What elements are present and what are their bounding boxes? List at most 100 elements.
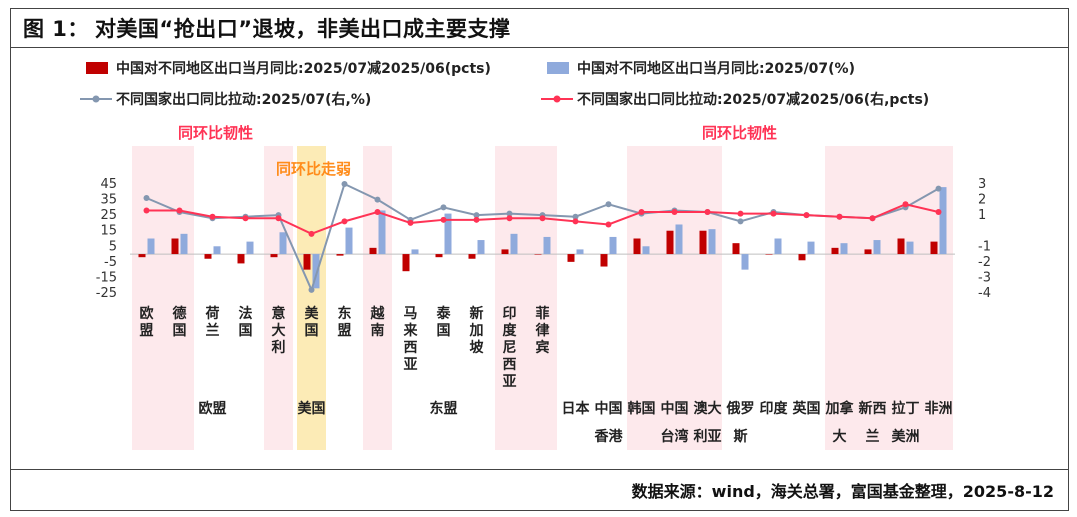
point-contrib-diff-14 [605, 221, 612, 228]
category-label-1-0: 德 [173, 305, 187, 322]
band-resilient-italy [264, 146, 293, 450]
category-label-8-1: 来 [403, 323, 419, 339]
bar-diff-12 [534, 254, 542, 255]
category-label-11-0: 印 [503, 305, 517, 322]
category-label-1-1: 国 [173, 323, 187, 339]
category-label-19-0: 印度 [760, 400, 789, 417]
point-contrib-diff-13 [572, 218, 579, 225]
y-left-tick-5: -5 [104, 255, 117, 270]
legend-marker-3 [553, 95, 561, 103]
bar-diff-2 [204, 254, 212, 259]
lines [143, 181, 942, 293]
category-label-21-1: 大 [833, 428, 847, 445]
category-label-7-0: 越 [370, 305, 386, 322]
y-left-tick-3: 15 [100, 224, 117, 239]
category-label-5-0: 美 [305, 305, 320, 322]
point-contrib-7 [374, 196, 381, 203]
legend-swatch-1 [547, 62, 569, 74]
bar-yoy-3 [246, 241, 254, 255]
point-contrib-diff-0 [143, 207, 150, 214]
point-contrib-diff-6 [341, 218, 348, 225]
bar-yoy-8 [411, 249, 419, 255]
bar-diff-1 [171, 238, 179, 255]
y-right-tick-0: 3 [978, 177, 986, 192]
point-contrib-13 [572, 213, 579, 220]
bar-diff-20 [798, 254, 806, 261]
category-label-15-0: 韩国 [628, 400, 656, 417]
category-label-16-1: 台湾 [661, 428, 689, 445]
bar-diff-8 [402, 254, 410, 272]
legend: 中国对不同地区出口当月同比:2025/07减2025/06(pcts) 中国对不同… [80, 60, 929, 108]
bar-diff-14 [600, 254, 608, 267]
point-contrib-diff-10 [473, 216, 480, 223]
category-label-12-1: 律 [536, 322, 550, 339]
category-label-11-1: 度 [503, 322, 518, 339]
bar-diff-24 [930, 241, 938, 255]
bar-yoy-18 [741, 254, 749, 270]
annotation-resilient-left: 同环比韧性 [178, 124, 253, 142]
bar-yoy-11 [510, 233, 518, 255]
category-label-8-3: 亚 [404, 357, 418, 373]
category-label-0-0: 欧 [140, 305, 154, 322]
category-label-17-1: 利亚 [694, 428, 722, 445]
point-contrib-diff-4 [275, 215, 282, 222]
bar-diff-22 [864, 249, 872, 255]
point-contrib-diff-20 [803, 212, 810, 219]
bar-yoy-5 [312, 254, 320, 289]
category-label-24-0: 非洲 [925, 400, 953, 417]
category-label-6-0: 东 [338, 305, 352, 322]
bar-diff-23 [897, 238, 905, 255]
category-label-7-1: 南 [371, 322, 385, 339]
group-label-2: 东盟 [430, 400, 458, 417]
category-label-2-0: 荷 [205, 305, 220, 322]
legend-label-1: 中国对不同地区出口当月同比:2025/07(%) [577, 60, 855, 77]
point-contrib-10 [473, 212, 480, 219]
category-label-22-0: 新西 [859, 400, 887, 417]
highlight-bands [132, 146, 953, 450]
y-right-tick-1: 2 [978, 193, 986, 208]
legend-marker-2 [92, 95, 100, 103]
category-label-9-0: 泰 [436, 305, 452, 322]
point-contrib-diff-2 [209, 213, 216, 220]
point-contrib-diff-24 [935, 209, 942, 216]
category-label-20-0: 英国 [792, 400, 821, 417]
point-contrib-9 [440, 204, 447, 211]
category-label-2-1: 兰 [206, 322, 220, 339]
point-contrib-diff-11 [506, 215, 513, 222]
group-label-1: 美国 [298, 400, 326, 417]
source-bar: 数据来源：wind，海关总署，富国基金整理，2025-8-12 [11, 469, 1068, 510]
bar-yoy-23 [906, 241, 914, 255]
point-contrib-diff-22 [869, 215, 876, 222]
bar-diff-0 [138, 254, 146, 258]
bar-yoy-9 [444, 213, 452, 255]
bar-yoy-21 [840, 243, 848, 255]
category-label-4-2: 利 [272, 339, 286, 356]
y-left-tick-0: 45 [100, 177, 117, 192]
bar-diff-7 [369, 247, 377, 255]
category-label-18-0: 俄罗 [726, 400, 755, 417]
legend-label-0: 中国对不同地区出口当月同比:2025/07减2025/06(pcts) [116, 60, 491, 77]
bar-yoy-16 [675, 224, 683, 255]
point-contrib-diff-15 [638, 209, 645, 216]
band-resilient-korea-australia [627, 146, 722, 450]
bar-yoy-20 [807, 241, 815, 255]
category-label-0-1: 盟 [140, 323, 154, 339]
bar-diff-16 [666, 230, 674, 255]
y-left-tick-4: 5 [109, 239, 117, 254]
category-label-21-0: 加拿 [825, 400, 855, 417]
bar-yoy-14 [609, 236, 617, 255]
category-label-17-0: 澳大 [694, 400, 722, 417]
bar-diff-15 [633, 238, 641, 255]
y-left-tick-6: -15 [96, 270, 117, 285]
point-contrib-24 [935, 185, 942, 192]
bar-yoy-0 [147, 238, 155, 255]
category-label-12-0: 菲 [536, 305, 550, 322]
figure-title-bar: 图 1： 对美国“抢出口”退坡，非美出口成主要支撑 [11, 9, 1068, 48]
category-label-10-1: 加 [469, 323, 484, 339]
group-label-0: 欧盟 [199, 400, 227, 417]
category-label-10-2: 坡 [470, 339, 485, 356]
point-contrib-diff-5 [308, 230, 315, 237]
category-label-4-1: 大 [272, 322, 286, 339]
